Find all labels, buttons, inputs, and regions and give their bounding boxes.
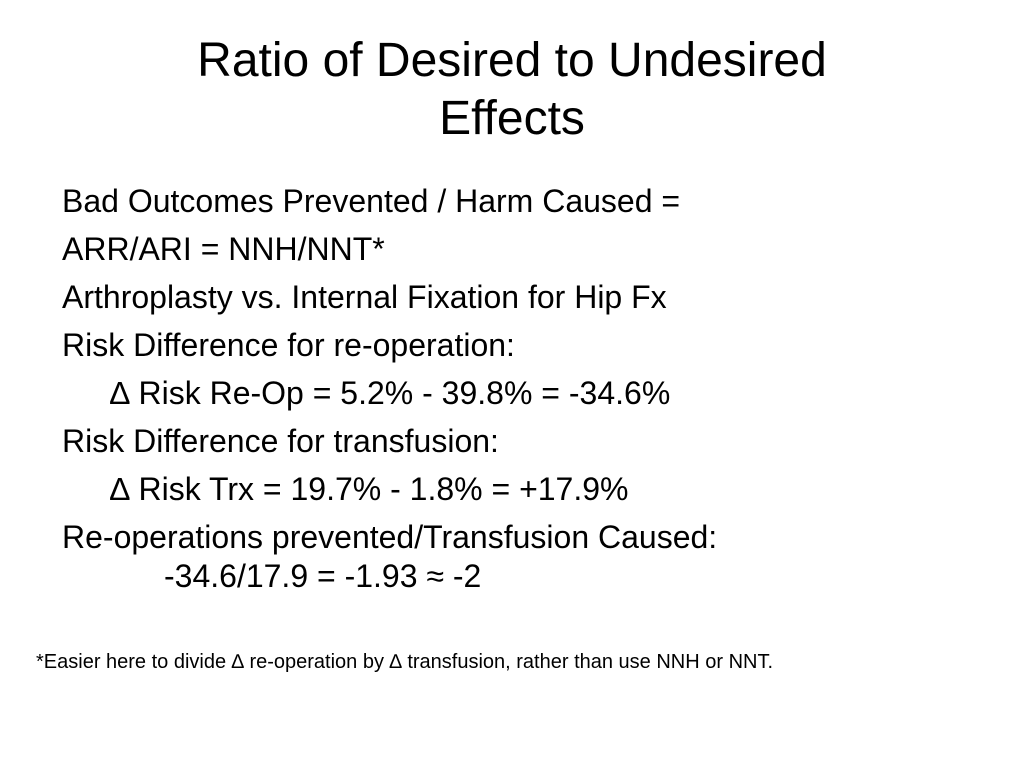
body-line-reop-prevented: Re-operations prevented/Transfusion Caus… (62, 519, 718, 555)
body-line-risk-diff-reop: Risk Difference for re-operation: (62, 327, 515, 363)
body-line-delta-reop: ∆ Risk Re-Op = 5.2% - 39.8% = -34.6% (110, 375, 671, 411)
slide-title-line-2: Effects (439, 92, 585, 145)
body-line-arthroplasty: Arthroplasty vs. Internal Fixation for H… (62, 279, 667, 315)
body-line-delta-trx: ∆ Risk Trx = 19.7% - 1.8% = +17.9% (110, 471, 629, 507)
body-line-outcomes: Bad Outcomes Prevented / Harm Caused = (62, 183, 681, 219)
slide-title-line-1: Ratio of Desired to Undesired (197, 34, 827, 87)
body-line-risk-diff-trx: Risk Difference for transfusion: (62, 423, 499, 459)
footnote: *Easier here to divide ∆ re-operation by… (36, 651, 774, 673)
slide-title: Ratio of Desired to Undesired Effects (0, 32, 1024, 148)
body-line-ratio-result: -34.6/17.9 = -1.93 ≈ -2 (164, 558, 482, 594)
body-line-arr-ari: ARR/ARI = NNH/NNT* (62, 231, 385, 267)
